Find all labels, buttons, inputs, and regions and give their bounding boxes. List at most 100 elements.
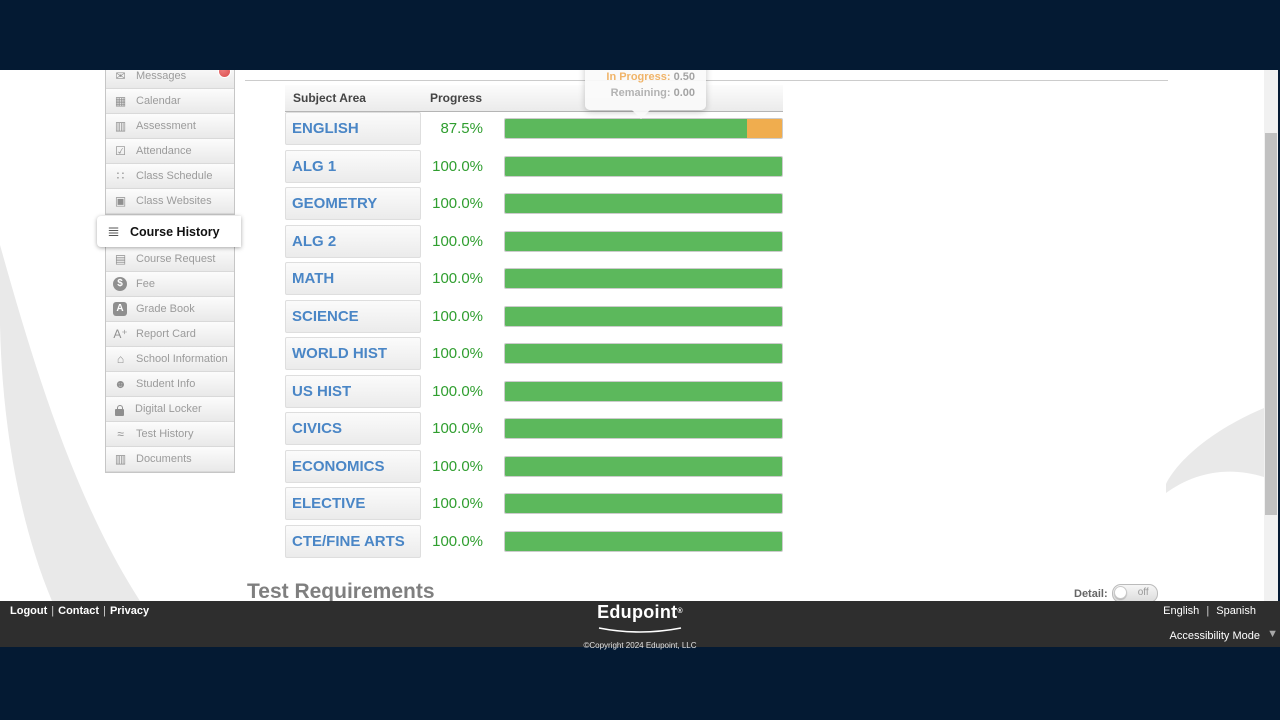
subject-link[interactable]: ECONOMICS — [285, 449, 421, 483]
bar-complete — [505, 531, 782, 551]
contact-link[interactable]: Contact — [58, 605, 100, 617]
books-icon: ≣ — [107, 223, 120, 240]
sidebar-item-label: Course Request — [136, 253, 216, 265]
sidebar-item-student-info[interactable]: ☻ Student Info — [106, 372, 234, 397]
sidebar-item-attendance[interactable]: ☑ Attendance — [106, 139, 234, 164]
sidebar-item-calendar[interactable]: ▦ Calendar — [106, 89, 234, 114]
sidebar-item-school-information[interactable]: ⌂ School Information — [106, 347, 234, 372]
sidebar-item-label: School Information — [136, 353, 228, 365]
progress-percent: 100.0% — [432, 495, 483, 512]
language-spanish[interactable]: Spanish — [1216, 605, 1256, 617]
separator: | — [1206, 605, 1210, 617]
subject-link[interactable]: CIVICS — [285, 412, 421, 445]
subject-link[interactable]: US HIST — [285, 374, 421, 408]
table-row: MATH 100.0% — [285, 262, 790, 300]
progress-percent: 100.0% — [432, 270, 483, 287]
logo-swoosh — [598, 627, 682, 633]
progress-percent: 100.0% — [432, 382, 483, 400]
table-row: CTE/FINE ARTS 100.0% — [285, 524, 790, 563]
tooltip-remaining-label: Remaining: — [610, 87, 671, 99]
sidebar-item-digital-locker[interactable]: Digital Locker — [106, 397, 234, 422]
column-header-progress: Progress — [430, 91, 483, 105]
school-house-icon: ⌂ — [116, 351, 125, 366]
checkbox-icon: ☑ — [115, 143, 126, 158]
sidebar-item-fee[interactable]: $ Fee — [106, 272, 234, 297]
bar-complete — [505, 306, 782, 326]
sidebar-item-label: Calendar — [136, 95, 181, 107]
bar-inprogress — [747, 119, 782, 138]
document-icon: ▥ — [114, 451, 127, 466]
bar-complete — [505, 456, 782, 476]
sidebar-item-course-history-selected[interactable]: ≣ Course History — [97, 216, 241, 247]
separator: | — [103, 605, 106, 617]
grade-book-icon: A — [113, 302, 127, 316]
sidebar-item-label: Digital Locker — [135, 403, 202, 415]
privacy-link[interactable]: Privacy — [109, 605, 150, 617]
sidebar-item-documents[interactable]: ▥ Documents — [106, 447, 234, 472]
logout-link[interactable]: Logout — [10, 605, 48, 617]
chevron-down-icon[interactable]: ▼ — [1267, 628, 1278, 640]
calendar-icon: ▦ — [114, 93, 127, 108]
scrollbar-thumb[interactable] — [1265, 133, 1277, 515]
sidebar-item-label: Attendance — [136, 145, 192, 157]
subject-link[interactable]: MATH — [285, 262, 421, 295]
footer-logo-block: Edupoint® ©Copyright 2024 Edupoint, LLC — [0, 603, 1280, 650]
language-switcher: English | Spanish — [1163, 605, 1256, 617]
bar-complete — [505, 156, 782, 176]
tooltip-remaining-value: 0.00 — [673, 87, 695, 99]
subject-link[interactable]: ELECTIVE — [285, 487, 421, 520]
report-card-icon: A⁺ — [113, 326, 128, 341]
sidebar-item-course-request[interactable]: ▤ Course Request — [106, 247, 234, 272]
progress-bar — [504, 455, 783, 477]
language-english[interactable]: English — [1163, 605, 1200, 617]
sidebar-item-label: Documents — [136, 453, 192, 465]
table-row: SCIENCE 100.0% — [285, 299, 790, 338]
sidebar-item-label: Class Websites — [136, 195, 212, 207]
subject-link[interactable]: WORLD HIST — [285, 337, 421, 370]
progress-bar — [504, 343, 783, 364]
accessibility-mode-link[interactable]: Accessibility Mode — [1169, 630, 1260, 642]
schedule-dots-icon: ∷ — [116, 168, 125, 183]
sidebar-item-label: Grade Book — [136, 303, 195, 315]
sidebar-item-assessment[interactable]: ▥ Assessment — [106, 114, 234, 139]
progress-bar — [504, 155, 783, 177]
table-row: GEOMETRY 100.0% — [285, 187, 790, 225]
website-icon: ▣ — [114, 193, 127, 208]
sidebar-item-report-card[interactable]: A⁺ Report Card — [106, 322, 234, 347]
sidebar-item-label: Fee — [136, 278, 155, 290]
sidebar-item-label: Course History — [130, 224, 220, 239]
sidebar-menu-top: ✉ Messages ▦ Calendar ▥ Assessment ☑ Att… — [105, 64, 235, 215]
table-row: ECONOMICS 100.0% — [285, 449, 790, 488]
progress-bar — [504, 193, 783, 214]
sidebar-item-class-websites[interactable]: ▣ Class Websites — [106, 189, 234, 214]
bar-complete — [505, 119, 748, 138]
table-header-row: Subject Area Progress — [285, 85, 783, 112]
subject-link[interactable]: ENGLISH — [285, 112, 421, 145]
sidebar-item-class-schedule[interactable]: ∷ Class Schedule — [106, 164, 234, 189]
toggle-state-text: off — [1137, 587, 1149, 598]
line-chart-icon: ≈ — [117, 426, 124, 441]
sidebar-item-test-history[interactable]: ≈ Test History — [106, 422, 234, 447]
bar-complete — [505, 231, 782, 251]
sidebar-item-label: Class Schedule — [136, 170, 213, 182]
sidebar-menu-bottom: ▤ Course Request $ Fee A Grade Book A⁺ R… — [105, 247, 235, 473]
vertical-scrollbar[interactable] — [1264, 70, 1278, 601]
table-row: ALG 1 100.0% — [285, 149, 790, 188]
sidebar-item-grade-book[interactable]: A Grade Book — [106, 297, 234, 322]
detail-toggle-switch[interactable]: off — [1111, 584, 1158, 603]
detail-toggle-group: Detail: off — [1074, 584, 1158, 603]
progress-bar — [504, 305, 783, 327]
separator: | — [51, 605, 55, 617]
subject-link[interactable]: CTE/FINE ARTS — [285, 524, 421, 558]
sidebar-item-label: Messages — [136, 70, 187, 82]
tooltip-in-progress-label: In Progress: — [606, 71, 671, 83]
subject-link[interactable]: SCIENCE — [285, 299, 421, 333]
progress-percent: 100.0% — [432, 232, 483, 250]
table-row: WORLD HIST 100.0% — [285, 337, 790, 375]
subject-link[interactable]: ALG 2 — [285, 224, 421, 258]
subject-link[interactable]: ALG 1 — [285, 149, 421, 183]
progress-percent: 100.0% — [432, 307, 483, 325]
subject-link[interactable]: GEOMETRY — [285, 187, 421, 220]
bar-complete — [505, 269, 782, 288]
